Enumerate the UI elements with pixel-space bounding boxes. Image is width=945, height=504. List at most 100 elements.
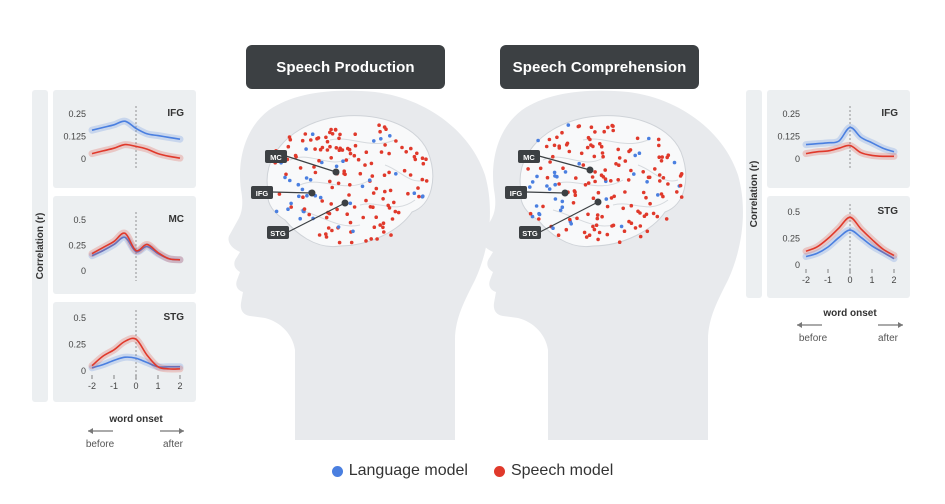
electrode-dot [341, 159, 345, 163]
electrode-dot [297, 194, 301, 199]
electrode-dot [317, 233, 322, 237]
electrode-dot [363, 163, 367, 167]
electrode-dot [544, 144, 549, 149]
electrode-dot [347, 193, 351, 197]
electrode-dot [387, 206, 392, 210]
electrode-dot [309, 138, 313, 142]
electrode-dot [378, 129, 382, 134]
electrode-dot [605, 232, 610, 237]
electrode-dot [589, 125, 594, 129]
electrode-dot [330, 228, 334, 233]
electrode-dot [387, 170, 391, 175]
y-tick-label: 0.5 [787, 207, 800, 217]
electrode-dot [420, 177, 425, 182]
electrode-dot [288, 178, 292, 183]
electrode-dot [374, 215, 379, 219]
electrode-dot [284, 172, 288, 177]
y-tick-label: 0 [795, 154, 800, 164]
electrode-dot [329, 202, 334, 206]
prod-stg-panel-bg [53, 302, 196, 402]
electrode-dot [337, 148, 342, 152]
electrode-dot [302, 207, 307, 211]
y-tick-label: 0 [81, 154, 86, 164]
electrode-dot [536, 138, 540, 143]
electrode-dot [307, 212, 312, 217]
electrode-dot [636, 209, 640, 214]
electrode-dot [596, 237, 600, 242]
electrode-dot [337, 240, 342, 245]
electrode-dot [623, 190, 627, 194]
electrode-dot [298, 166, 303, 170]
electrode-dot [382, 230, 386, 234]
electrode-dot [622, 229, 627, 233]
electrode-dot [383, 143, 387, 147]
electrode-dot [617, 240, 622, 244]
electrode-dot [324, 232, 328, 236]
electrode-dot [388, 188, 393, 193]
electrode-dot [329, 156, 334, 160]
electrode-dot [547, 187, 552, 191]
electrode-dot [647, 175, 652, 180]
electrode-dot [296, 182, 301, 187]
electrode-dot [595, 213, 600, 217]
electrode-dot [581, 163, 586, 167]
electrode-dot [530, 214, 535, 219]
electrode-dot [651, 211, 656, 216]
series-line-speech [805, 216, 895, 257]
electrode-dot [617, 156, 622, 160]
electrode-dot [573, 193, 578, 197]
legend-language: Language model [331, 462, 468, 480]
electrode-dot [361, 215, 366, 220]
electrode-dot [641, 170, 645, 174]
electrode-dot [301, 195, 305, 199]
electrode-dot [381, 225, 385, 230]
electrode-dot [598, 142, 602, 146]
electrode-dot [595, 216, 600, 221]
electrode-dot [628, 148, 633, 152]
electrode-dot [656, 193, 660, 197]
legend: Language model Speech model [0, 462, 945, 480]
comp-ifg-callout: IFG [505, 186, 569, 199]
electrode-dot [629, 203, 634, 208]
electrode-dot [557, 144, 561, 148]
electrode-dot [526, 167, 530, 171]
electrode-dot [328, 130, 332, 135]
electrode-dot [381, 221, 386, 225]
electrode-dot [601, 175, 606, 179]
electrode-dot [659, 159, 664, 163]
electrode-dot [336, 181, 341, 186]
comp-mc-label: MC [523, 153, 535, 162]
electrode-dot [530, 180, 535, 184]
electrode-dot [334, 164, 339, 169]
electrode-dot [599, 144, 604, 149]
chart-production-stg: 0.5 0.25 0 STG -2 -1 0 1 2 [68, 310, 184, 391]
electrode-dot [383, 189, 387, 194]
electrode-dot [600, 151, 605, 155]
comprehension-electrodes [526, 123, 684, 244]
comp-mc-callout: MC [518, 150, 594, 174]
electrode-dot [348, 201, 353, 206]
electrode-dot [588, 137, 592, 142]
electrode-dot [353, 132, 358, 136]
electrode-dot [349, 240, 354, 245]
electrode-dot [664, 217, 669, 221]
electrode-dot [300, 138, 305, 143]
electrode-dot [653, 167, 657, 171]
electrode-dot [372, 139, 376, 143]
legend-speech-label: Speech model [510, 462, 614, 479]
electrode-dot [644, 195, 648, 200]
prod-ifg-callout: IFG [251, 186, 316, 199]
electrode-dot [537, 217, 541, 221]
electrode-dot [557, 182, 561, 186]
legend-speech-dot [493, 465, 505, 477]
electrode-dot [343, 172, 347, 177]
series-line-language [91, 120, 181, 140]
electrode-dot [558, 208, 563, 213]
electrode-dot [535, 174, 539, 179]
electrode-dot [347, 147, 352, 152]
electrode-dot [408, 173, 413, 177]
comp-stg-panel-bg [767, 196, 910, 298]
prod-ifg-panel-bg [53, 90, 196, 188]
